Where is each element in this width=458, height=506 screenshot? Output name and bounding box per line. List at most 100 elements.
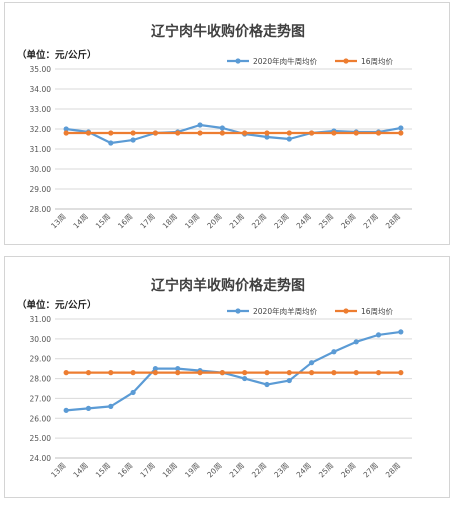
lamb-price-chart-svg: 辽宁肉羊收购价格走势图 （单位：元/公斤） 24.00 25.00 26.00 27.… [17, 277, 412, 479]
data-point [375, 332, 382, 338]
y-tick-label: 33.00 [30, 105, 52, 114]
data-point [85, 130, 92, 136]
data-point [286, 370, 292, 376]
x-tick-label: 22周 [250, 461, 268, 479]
x-tick-label: 18周 [161, 461, 179, 479]
data-point [197, 130, 203, 136]
y-tick-label: 34.00 [30, 85, 52, 94]
x-tick-label: 20周 [205, 461, 223, 479]
data-point [286, 136, 292, 142]
x-tick-label: 21周 [228, 461, 246, 479]
chart-title: 辽宁肉羊收购价格走势图 [151, 277, 305, 294]
data-point [375, 370, 382, 376]
x-tick-label: 24周 [295, 212, 313, 230]
x-tick-label: 27周 [362, 212, 380, 230]
data-point [286, 377, 292, 384]
x-tick-label: 18周 [161, 212, 179, 230]
x-tick-label: 14周 [71, 212, 89, 230]
data-point [353, 339, 359, 345]
data-point [63, 126, 69, 132]
x-tick-label: 17周 [138, 461, 156, 479]
x-tick-label: 14周 [71, 461, 89, 479]
beef-price-chart: 辽宁肉牛收购价格走势图 （单位：元/公斤） 28.00 29.00 30.00 31.… [4, 2, 450, 245]
beef-price-chart-svg: 辽宁肉牛收购价格走势图 （单位：元/公斤） 28.00 29.00 30.00 31.… [17, 23, 412, 230]
data-point [398, 125, 404, 131]
legend-marker [343, 308, 349, 314]
data-point [63, 370, 69, 376]
x-tick-label: 27周 [362, 461, 380, 479]
unit-label: （单位：元/公斤） [17, 299, 96, 311]
x-tick-label: 24周 [295, 461, 313, 479]
data-point [219, 130, 225, 136]
data-point [264, 381, 270, 388]
x-tick-label: 22周 [250, 212, 268, 230]
data-point [175, 366, 181, 372]
x-tick-label: 28周 [384, 212, 402, 230]
data-point [108, 370, 114, 376]
series-line [66, 123, 402, 145]
data-point [264, 130, 270, 136]
data-point [242, 375, 248, 382]
legend-label: 16周均价 [361, 306, 394, 316]
x-tick-label: 15周 [94, 212, 112, 230]
y-tick-label: 28.00 [30, 375, 52, 384]
y-tick-label: 25.00 [30, 434, 52, 443]
data-point [130, 130, 136, 136]
x-tick-label: 20周 [205, 212, 223, 230]
data-point [353, 130, 359, 136]
data-point [219, 370, 225, 376]
data-point [197, 122, 203, 128]
data-point [219, 125, 225, 131]
x-tick-label: 19周 [183, 212, 201, 230]
legend-label: 2020年肉羊周均价 [253, 306, 318, 316]
y-tick-label: 30.00 [30, 165, 52, 174]
y-tick-label: 31.00 [30, 145, 52, 154]
legend-marker [235, 58, 241, 64]
data-point [152, 366, 159, 372]
data-point [331, 349, 337, 355]
data-point [130, 370, 136, 376]
x-tick-label: 25周 [317, 461, 335, 479]
data-point [398, 329, 404, 335]
data-point [398, 130, 404, 136]
x-tick-label: 15周 [94, 461, 112, 479]
lamb-price-chart: 辽宁肉羊收购价格走势图 （单位：元/公斤） 24.00 25.00 26.00 27.… [4, 256, 450, 498]
x-tick-label: 26周 [339, 461, 357, 479]
x-tick-label: 19周 [183, 461, 201, 479]
y-tick-label: 24.00 [30, 454, 52, 463]
data-point [242, 130, 248, 136]
y-tick-label: 31.00 [30, 315, 52, 324]
data-point [152, 370, 159, 376]
legend-label: 2020年肉牛周均价 [253, 56, 318, 66]
data-point [175, 370, 181, 376]
x-tick-label: 28周 [384, 461, 402, 479]
y-tick-label: 30.00 [30, 335, 52, 344]
data-point [308, 370, 315, 376]
y-tick-label: 27.00 [30, 394, 52, 403]
data-point [175, 130, 181, 136]
x-tick-label: 25周 [317, 212, 335, 230]
x-tick-label: 23周 [272, 212, 290, 230]
y-tick-label: 26.00 [30, 414, 52, 423]
x-tick-label: 26周 [339, 212, 357, 230]
data-point [63, 130, 69, 136]
x-tick-label: 21周 [228, 212, 246, 230]
data-point [331, 370, 337, 376]
data-point [286, 130, 292, 136]
x-tick-label: 17周 [138, 212, 156, 230]
y-tick-label: 35.00 [30, 65, 52, 74]
data-point [197, 370, 203, 376]
y-tick-label: 28.00 [30, 205, 52, 214]
data-point [108, 130, 114, 136]
x-tick-label: 13周 [49, 212, 67, 230]
y-tick-label: 29.00 [30, 185, 52, 194]
unit-label: （单位：元/公斤） [17, 49, 96, 61]
x-tick-label: 23周 [272, 461, 290, 479]
data-point [85, 370, 92, 376]
data-point [108, 140, 114, 146]
x-tick-label: 16周 [116, 212, 134, 230]
data-point [308, 360, 315, 366]
legend-marker [235, 308, 241, 314]
data-point [264, 134, 270, 140]
data-point [85, 405, 92, 411]
